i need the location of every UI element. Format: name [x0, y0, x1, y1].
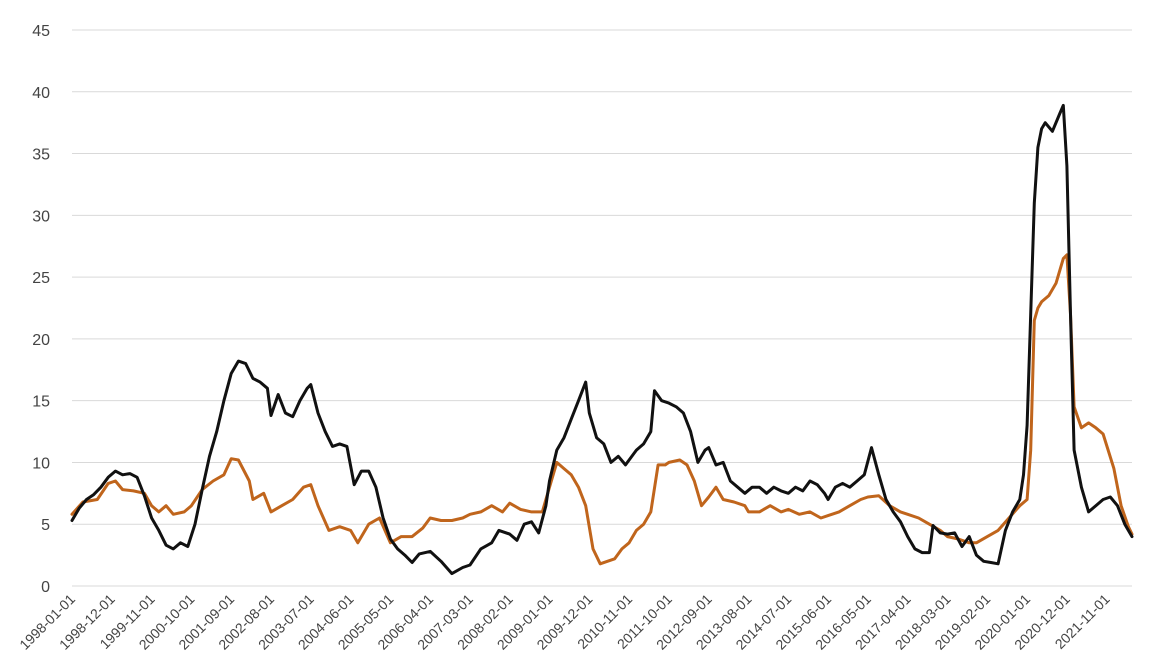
y-tick-label: 15	[32, 394, 50, 411]
y-tick-label: 30	[32, 208, 50, 225]
gridlines	[72, 29, 1132, 587]
y-tick-label: 20	[32, 332, 50, 349]
y-tick-label: 35	[32, 147, 50, 164]
series-line-1	[70, 103, 1134, 576]
y-tick-label: 45	[32, 23, 50, 40]
y-axis-ticks: 0 5 10 15 20 25 30 35 40 45	[32, 23, 50, 596]
y-tick-label: 5	[41, 517, 50, 534]
series-lines	[70, 103, 1134, 576]
y-tick-label: 40	[32, 85, 50, 102]
y-tick-label: 0	[41, 579, 50, 596]
y-tick-label: 25	[32, 270, 50, 287]
x-axis-ticks: 1998-01-011998-12-011999-11-012000-10-01…	[16, 591, 1113, 653]
series-line-2	[70, 253, 1134, 566]
y-tick-label: 10	[32, 455, 50, 472]
